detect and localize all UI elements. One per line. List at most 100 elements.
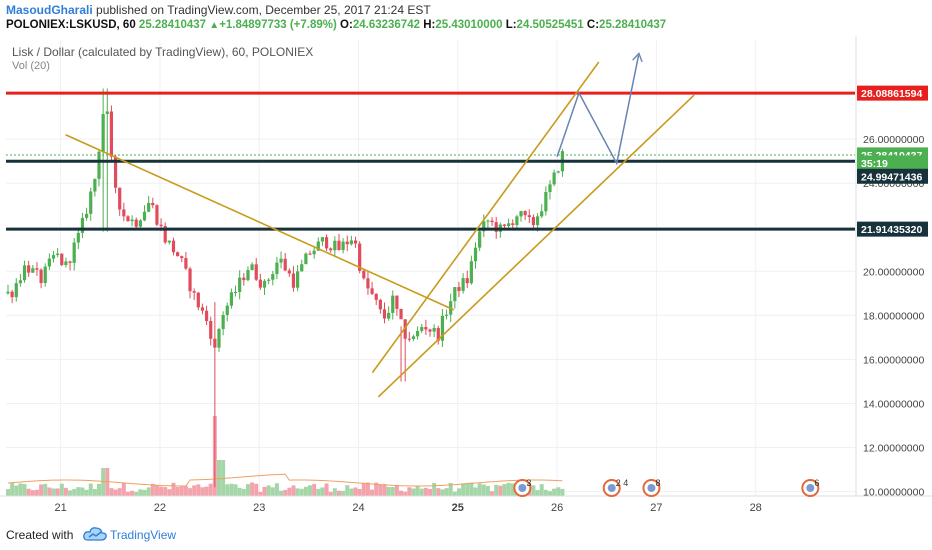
candle-body: [291, 273, 296, 288]
volume-bar: [547, 491, 552, 496]
price-tag-bg: [857, 85, 928, 101]
volume-bar: [237, 487, 242, 496]
volume-bar: [456, 488, 461, 496]
volume-bar: [473, 487, 478, 496]
candle-body: [217, 329, 221, 348]
price-tag-label: 24.99471436: [861, 171, 922, 183]
volume-bar: [370, 489, 375, 496]
symbol-label: POLONIEX:LSKUSD, 60: [6, 19, 136, 31]
candle-body: [457, 287, 461, 291]
candle-body: [267, 279, 271, 281]
chart-title: Lisk / Dollar (calculated by TradingView…: [12, 45, 313, 59]
volume-bar: [163, 487, 168, 496]
volume-bar: [254, 483, 259, 496]
up-arrow-icon: ▲: [209, 20, 220, 31]
candle-body: [180, 256, 184, 259]
y-tick-label: 14.00000000: [863, 398, 924, 410]
volume-bar: [183, 485, 188, 496]
volume-bar: [461, 483, 466, 496]
event-marker: 6: [801, 478, 819, 497]
candle-body: [271, 274, 275, 280]
candle-body: [507, 223, 511, 227]
volume-bar: [386, 486, 391, 496]
volume-bar: [5, 489, 10, 496]
volume-bar: [167, 489, 172, 496]
volume-bar: [394, 485, 399, 496]
candle-body: [511, 223, 515, 225]
candle-body: [184, 258, 188, 269]
event-marker: 2 4: [602, 478, 629, 497]
candle-body: [138, 220, 142, 227]
volume-bar: [113, 489, 118, 496]
candle-body: [395, 295, 399, 309]
volume-bar: [192, 485, 197, 496]
volume-bar: [125, 491, 130, 496]
candle-body: [213, 338, 217, 348]
candle-body: [378, 299, 382, 310]
volume-bar: [423, 487, 428, 496]
candle-body: [250, 264, 254, 270]
event-count: 2 4: [616, 478, 629, 488]
price-tag-label: 28.08861594: [861, 88, 922, 100]
chart-area[interactable]: Lisk / Dollar (calculated by TradingView…: [0, 36, 932, 516]
volume-bar: [365, 482, 370, 496]
candle-body: [22, 265, 27, 281]
volume-bar: [279, 490, 284, 496]
tradingview-cloud-icon: [83, 527, 107, 541]
low-value: 24.50525451: [516, 19, 584, 31]
volume-bar: [142, 489, 147, 496]
volume-bar: [498, 485, 503, 496]
price-tag-bg: [857, 155, 928, 171]
author-link[interactable]: MasoudGharali: [6, 3, 93, 17]
y-tick-label: 18.00000000: [863, 310, 924, 322]
price-tag: 35:19: [857, 155, 928, 171]
volume-bar: [299, 488, 304, 496]
volume-bar: [415, 485, 420, 496]
candle-body: [258, 279, 262, 288]
candle-body: [176, 252, 180, 257]
volume-bar: [196, 484, 201, 496]
volume-bar: [432, 483, 437, 496]
candle-body: [64, 261, 68, 265]
event-flag-inner: [806, 484, 815, 492]
tradingview-link[interactable]: TradingView: [110, 528, 177, 542]
price-chart[interactable]: Lisk / Dollar (calculated by TradingView…: [0, 36, 932, 516]
volume-bar: [531, 485, 536, 496]
event-count: 6: [814, 478, 819, 488]
volume-bar: [30, 490, 35, 496]
volume-bar: [332, 488, 337, 496]
candle-body: [333, 240, 337, 251]
volume-bar: [34, 489, 39, 496]
candle-body: [391, 295, 395, 313]
candle-body: [80, 217, 85, 233]
volume-bar: [14, 485, 19, 496]
candle-body: [544, 192, 548, 212]
candle-body: [482, 221, 486, 232]
x-tick-label: 26: [551, 502, 563, 514]
volume-bar: [258, 491, 263, 496]
publish-text: published on TradingView.com, December 2…: [92, 3, 431, 17]
candle-body: [337, 240, 341, 251]
candle-body: [275, 262, 279, 275]
volume-bar: [490, 491, 495, 496]
volume-bar: [469, 482, 474, 496]
candle-body: [349, 240, 353, 245]
volume-bar: [349, 488, 354, 496]
volume-bar: [419, 488, 424, 496]
candle-body: [502, 224, 507, 227]
volume-bar: [266, 485, 271, 496]
candle-body: [415, 330, 420, 337]
volume-bar: [440, 489, 445, 496]
candle-body: [97, 151, 101, 179]
candle-body: [134, 219, 138, 227]
volume-bar: [287, 487, 292, 496]
trendline: [377, 94, 695, 398]
volume-bar: [188, 488, 193, 496]
candle-body: [523, 211, 527, 216]
volume-bar: [241, 488, 246, 496]
x-tick-label: 22: [154, 502, 166, 514]
candle-body: [221, 314, 225, 330]
volume-bar: [465, 482, 470, 496]
x-tick-label: 21: [54, 502, 66, 514]
candle-body: [432, 328, 436, 332]
